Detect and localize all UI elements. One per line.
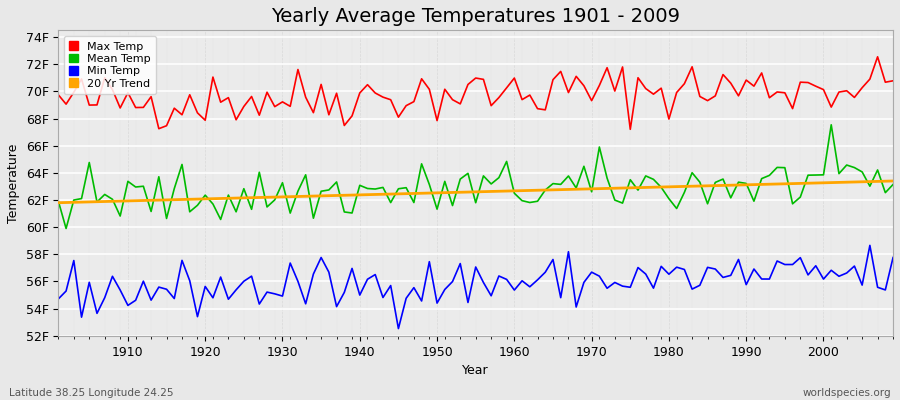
X-axis label: Year: Year bbox=[463, 364, 489, 377]
Text: Latitude 38.25 Longitude 24.25: Latitude 38.25 Longitude 24.25 bbox=[9, 388, 174, 398]
Text: worldspecies.org: worldspecies.org bbox=[803, 388, 891, 398]
Title: Yearly Average Temperatures 1901 - 2009: Yearly Average Temperatures 1901 - 2009 bbox=[271, 7, 680, 26]
Y-axis label: Temperature: Temperature bbox=[7, 143, 20, 223]
Legend: Max Temp, Mean Temp, Min Temp, 20 Yr Trend: Max Temp, Mean Temp, Min Temp, 20 Yr Tre… bbox=[64, 36, 157, 94]
